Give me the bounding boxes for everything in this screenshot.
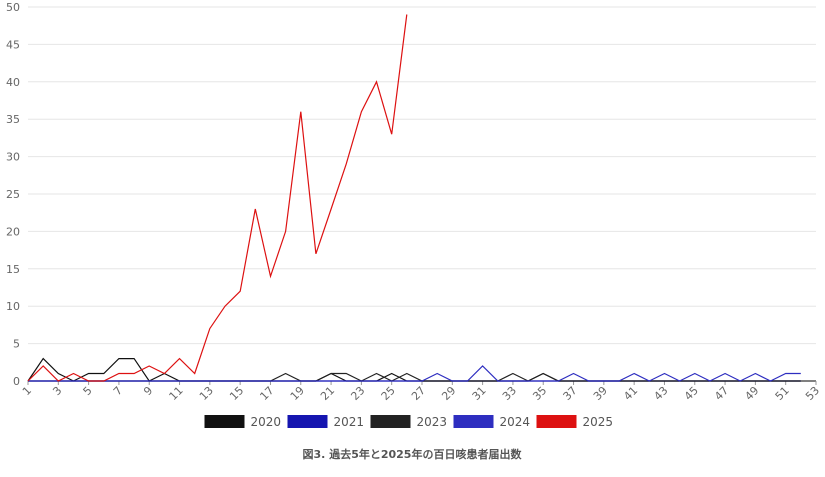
x-tick-label: 29 bbox=[439, 384, 458, 403]
chart-title: 図3. 過去5年と2025年の百日咳患者届出数 bbox=[303, 447, 523, 461]
x-tick-label: 47 bbox=[712, 384, 731, 403]
x-tick-label: 15 bbox=[227, 384, 246, 403]
x-tick-label: 35 bbox=[530, 384, 549, 403]
x-tick-label: 37 bbox=[561, 384, 580, 403]
y-tick-label: 5 bbox=[13, 338, 20, 351]
y-tick-label: 10 bbox=[6, 300, 20, 313]
x-tick-label: 19 bbox=[288, 384, 307, 403]
x-tick-label: 17 bbox=[257, 384, 276, 403]
x-tick-label: 33 bbox=[500, 384, 519, 403]
x-tick-label: 25 bbox=[379, 384, 398, 403]
x-tick-label: 27 bbox=[409, 384, 428, 403]
y-tick-label: 0 bbox=[13, 375, 20, 388]
series-line bbox=[28, 372, 801, 382]
x-tick-label: 21 bbox=[318, 384, 337, 403]
y-tick-label: 25 bbox=[6, 188, 20, 201]
y-tick-label: 50 bbox=[6, 1, 20, 14]
y-tick-label: 40 bbox=[6, 76, 20, 89]
series-line bbox=[27, 14, 408, 382]
y-tick-label: 45 bbox=[6, 38, 20, 51]
y-tick-label: 20 bbox=[6, 225, 20, 238]
x-tick-label: 53 bbox=[803, 384, 822, 403]
x-tick-label: 49 bbox=[742, 384, 761, 403]
legend-label: 2020 bbox=[251, 415, 282, 429]
x-tick-label: 11 bbox=[167, 384, 186, 403]
y-tick-label: 35 bbox=[6, 113, 20, 126]
x-tick-label: 43 bbox=[651, 384, 670, 403]
legend-swatch bbox=[287, 415, 328, 428]
x-tick-label: 1 bbox=[20, 384, 34, 398]
x-tick-label: 13 bbox=[197, 384, 216, 403]
x-tick-label: 23 bbox=[348, 384, 367, 403]
x-tick-label: 31 bbox=[470, 384, 489, 403]
legend-swatch bbox=[453, 415, 494, 428]
x-tick-label: 45 bbox=[682, 384, 701, 403]
legend-label: 2024 bbox=[500, 415, 531, 429]
legend-label: 2023 bbox=[417, 415, 448, 429]
y-tick-label: 15 bbox=[6, 263, 20, 276]
x-tick-label: 9 bbox=[141, 384, 155, 398]
legend-swatch bbox=[370, 415, 411, 428]
legend-label: 2025 bbox=[583, 415, 614, 429]
legend-swatch bbox=[536, 415, 577, 428]
legend-swatch bbox=[204, 415, 245, 428]
x-tick-label: 41 bbox=[621, 384, 640, 403]
x-tick-label: 51 bbox=[773, 384, 792, 403]
x-tick-label: 3 bbox=[50, 384, 64, 398]
x-tick-label: 7 bbox=[111, 384, 125, 398]
legend-label: 2021 bbox=[334, 415, 365, 429]
series-line bbox=[28, 365, 801, 382]
y-tick-label: 30 bbox=[6, 151, 20, 164]
x-tick-label: 39 bbox=[591, 384, 610, 403]
x-tick-label: 5 bbox=[81, 384, 95, 398]
